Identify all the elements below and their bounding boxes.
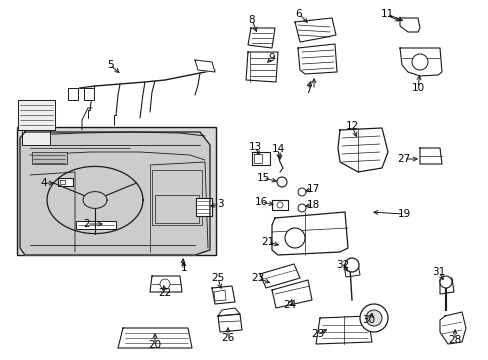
Polygon shape xyxy=(260,264,299,288)
Polygon shape xyxy=(247,28,274,48)
Polygon shape xyxy=(60,180,65,184)
Text: 25: 25 xyxy=(211,273,224,283)
Polygon shape xyxy=(343,263,359,277)
Text: 21: 21 xyxy=(261,237,274,247)
Text: 18: 18 xyxy=(306,200,319,210)
Text: 14: 14 xyxy=(271,144,284,154)
Polygon shape xyxy=(218,308,240,316)
Circle shape xyxy=(297,204,305,212)
Text: 19: 19 xyxy=(397,209,410,219)
Bar xyxy=(76,221,116,229)
Text: 6: 6 xyxy=(295,9,302,19)
Polygon shape xyxy=(68,88,78,100)
Polygon shape xyxy=(58,178,73,186)
Polygon shape xyxy=(218,314,242,332)
Circle shape xyxy=(345,258,358,272)
Text: 30: 30 xyxy=(362,315,375,325)
Text: 24: 24 xyxy=(283,300,296,310)
Polygon shape xyxy=(399,18,419,32)
Polygon shape xyxy=(118,328,192,348)
Polygon shape xyxy=(271,280,311,308)
Polygon shape xyxy=(439,278,453,294)
Text: 7: 7 xyxy=(304,85,311,95)
Circle shape xyxy=(365,310,381,326)
Text: 28: 28 xyxy=(447,335,461,345)
Text: 17: 17 xyxy=(306,184,319,194)
Text: 4: 4 xyxy=(41,178,47,188)
Polygon shape xyxy=(297,44,336,74)
Text: 13: 13 xyxy=(248,142,261,152)
Text: 3: 3 xyxy=(216,199,223,209)
Text: 22: 22 xyxy=(158,288,171,298)
Text: 12: 12 xyxy=(345,121,358,131)
Polygon shape xyxy=(214,290,225,301)
Polygon shape xyxy=(251,152,269,165)
Text: 15: 15 xyxy=(256,173,269,183)
Text: 31: 31 xyxy=(431,267,445,277)
Circle shape xyxy=(297,188,305,196)
Polygon shape xyxy=(20,132,209,255)
Text: 5: 5 xyxy=(106,60,113,70)
Circle shape xyxy=(285,228,305,248)
Polygon shape xyxy=(245,52,278,82)
Polygon shape xyxy=(399,48,441,76)
Circle shape xyxy=(160,279,170,289)
Bar xyxy=(155,195,199,223)
Polygon shape xyxy=(337,128,387,172)
Polygon shape xyxy=(419,148,441,164)
Text: 29: 29 xyxy=(311,329,324,339)
Text: 16: 16 xyxy=(254,197,267,207)
Circle shape xyxy=(411,54,427,70)
Polygon shape xyxy=(212,286,235,304)
Polygon shape xyxy=(439,312,465,344)
Polygon shape xyxy=(84,88,94,100)
Circle shape xyxy=(276,202,283,208)
Polygon shape xyxy=(315,316,371,344)
Polygon shape xyxy=(22,130,50,145)
Text: 23: 23 xyxy=(251,273,264,283)
Text: 11: 11 xyxy=(380,9,393,19)
Polygon shape xyxy=(271,200,287,210)
Circle shape xyxy=(276,177,286,187)
Text: 9: 9 xyxy=(268,53,275,63)
Polygon shape xyxy=(150,276,182,292)
Text: 27: 27 xyxy=(397,154,410,164)
Polygon shape xyxy=(271,212,347,255)
Text: 26: 26 xyxy=(221,333,234,343)
Polygon shape xyxy=(294,18,335,42)
Text: 1: 1 xyxy=(181,263,187,273)
Text: 2: 2 xyxy=(83,219,90,229)
Bar xyxy=(152,170,202,225)
Bar xyxy=(32,152,67,164)
Text: 10: 10 xyxy=(410,83,424,93)
Polygon shape xyxy=(195,60,215,72)
Circle shape xyxy=(359,304,387,332)
Text: 20: 20 xyxy=(148,340,161,350)
Text: 8: 8 xyxy=(248,15,255,25)
Bar xyxy=(196,198,212,216)
Text: 32: 32 xyxy=(336,260,349,270)
Polygon shape xyxy=(18,100,55,130)
Polygon shape xyxy=(253,154,262,163)
Circle shape xyxy=(439,276,451,288)
Bar xyxy=(17,127,216,255)
